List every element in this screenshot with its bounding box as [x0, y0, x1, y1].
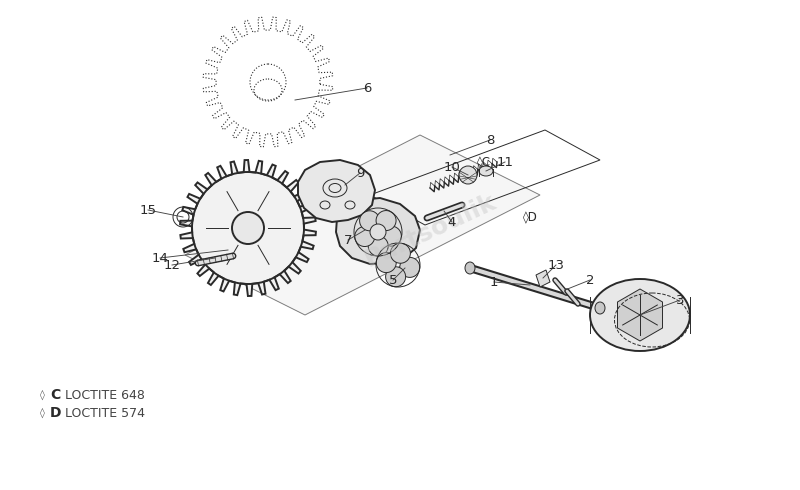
Text: 8: 8 — [486, 133, 494, 147]
Text: 14: 14 — [151, 251, 169, 265]
Text: 10: 10 — [443, 161, 461, 173]
Text: 12: 12 — [163, 259, 181, 271]
Text: 11: 11 — [497, 155, 514, 169]
Text: 13: 13 — [547, 259, 565, 271]
Text: ◊C: ◊C — [477, 156, 491, 170]
Text: LOCTITE 574: LOCTITE 574 — [65, 407, 145, 419]
Polygon shape — [618, 289, 662, 341]
Circle shape — [376, 253, 396, 272]
Text: LOCTITE 648: LOCTITE 648 — [65, 389, 145, 401]
Text: D: D — [50, 406, 62, 420]
Ellipse shape — [590, 279, 690, 351]
Polygon shape — [336, 198, 420, 264]
Circle shape — [386, 267, 406, 287]
Circle shape — [370, 224, 386, 240]
Text: 2: 2 — [586, 273, 594, 287]
Circle shape — [354, 226, 374, 246]
Text: Partsoulik: Partsoulik — [360, 189, 500, 271]
Text: C: C — [50, 388, 60, 402]
Text: ◊: ◊ — [39, 390, 45, 400]
Circle shape — [382, 226, 402, 246]
Circle shape — [459, 166, 477, 184]
Polygon shape — [298, 160, 375, 222]
Circle shape — [390, 243, 410, 263]
Polygon shape — [185, 135, 540, 315]
Text: 15: 15 — [139, 203, 157, 217]
Text: ◊: ◊ — [39, 408, 45, 418]
Text: 4: 4 — [448, 216, 456, 228]
Text: 3: 3 — [676, 294, 684, 307]
Text: 1: 1 — [490, 275, 498, 289]
Ellipse shape — [465, 262, 475, 274]
Ellipse shape — [595, 302, 605, 314]
Circle shape — [376, 211, 396, 231]
Ellipse shape — [479, 166, 493, 176]
Circle shape — [400, 257, 420, 277]
Polygon shape — [192, 172, 304, 284]
Text: ◊D: ◊D — [522, 212, 538, 224]
Circle shape — [360, 211, 380, 231]
Polygon shape — [180, 160, 316, 296]
Circle shape — [232, 212, 264, 244]
Text: 5: 5 — [389, 273, 398, 287]
Circle shape — [368, 236, 388, 256]
Text: 9: 9 — [356, 167, 364, 179]
Text: 6: 6 — [363, 81, 371, 95]
Polygon shape — [536, 270, 550, 287]
Text: 7: 7 — [344, 234, 352, 246]
